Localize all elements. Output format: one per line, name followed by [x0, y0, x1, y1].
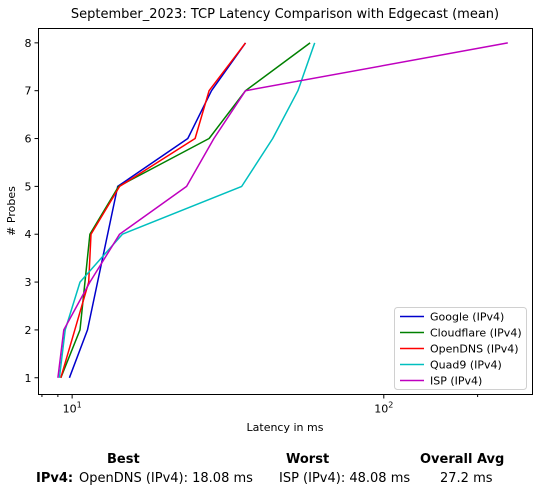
series-line	[57, 42, 508, 378]
summary-row-colon: :	[67, 471, 74, 486]
x-tick-label: 101	[63, 401, 82, 416]
summary-row-label-text: IPv4	[36, 471, 68, 486]
plot-frame	[38, 28, 533, 395]
y-tick-label: 4	[25, 228, 32, 241]
summary-worst-header: Worst	[286, 452, 330, 467]
series-lines	[57, 42, 508, 379]
legend-label: Cloudflare (IPv4)	[430, 327, 522, 340]
legend-label: ISP (IPv4)	[430, 375, 482, 388]
legend-label: OpenDNS (IPv4)	[430, 343, 519, 356]
summary-best-value: OpenDNS (IPv4): 18.08 ms	[79, 471, 253, 486]
summary-avg-value: 27.2 ms	[440, 471, 493, 486]
legend-label: Quad9 (IPv4)	[430, 359, 502, 372]
y-tick-label: 5	[25, 180, 32, 193]
summary-worst-value: ISP (IPv4): 48.08 ms	[279, 471, 411, 486]
x-axis-label: Latency in ms	[247, 421, 324, 434]
chart-title: September_2023: TCP Latency Comparison w…	[71, 7, 499, 22]
y-tick-label: 8	[25, 37, 32, 50]
summary-best-header: Best	[107, 452, 140, 467]
y-axis-label: # Probes	[5, 186, 18, 236]
x-axis: 101 102	[41, 394, 479, 416]
y-tick-label: 6	[25, 133, 32, 146]
chart: September_2023: TCP Latency Comparison w…	[5, 7, 533, 434]
summary-row-label: IPv4:	[36, 471, 73, 486]
y-tick-label: 1	[25, 372, 32, 385]
y-axis: 1 2 3 4 5 6 7 8	[25, 37, 39, 385]
series-line	[58, 42, 316, 378]
x-tick-exponent: 2	[388, 401, 393, 410]
legend-box	[394, 307, 527, 390]
y-tick-label: 2	[25, 324, 32, 337]
series-line	[60, 42, 311, 379]
x-tick-label: 102	[374, 401, 393, 416]
summary-avg-header: Overall Avg	[420, 452, 505, 467]
legend-label: Google (IPv4)	[430, 311, 504, 324]
series-line	[68, 42, 247, 379]
series-line	[60, 42, 247, 379]
y-tick-label: 3	[25, 276, 32, 289]
x-tick-exponent: 1	[77, 401, 82, 410]
y-tick-label: 7	[25, 85, 32, 98]
legend: Google (IPv4) Cloudflare (IPv4) OpenDNS (I…	[394, 307, 527, 390]
